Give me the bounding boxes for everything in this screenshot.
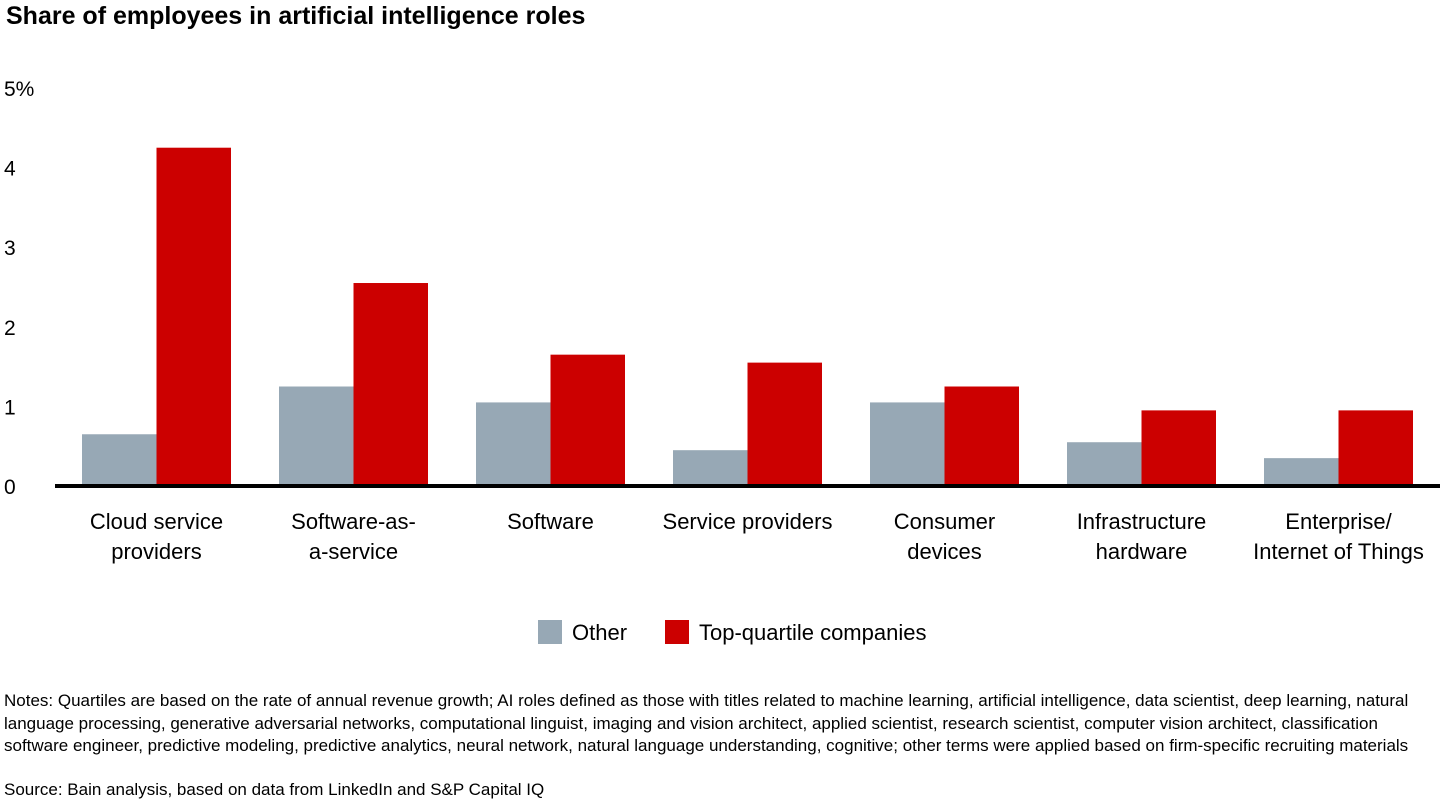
x-tick-label: Enterprise/ bbox=[1285, 509, 1392, 534]
bar-top-quartile bbox=[944, 386, 1019, 486]
bar-top-quartile bbox=[353, 283, 428, 486]
y-tick-label: 0 bbox=[4, 476, 16, 499]
y-tick-label: 3 bbox=[4, 237, 16, 260]
y-tick-label: 5% bbox=[4, 78, 34, 101]
x-tick-label: Software-as- bbox=[291, 509, 416, 534]
legend-label: Other bbox=[572, 620, 627, 645]
x-tick-label: Software bbox=[507, 509, 594, 534]
x-tick-label: Cloud service bbox=[90, 509, 223, 534]
bar-top-quartile bbox=[550, 354, 625, 486]
x-axis-line bbox=[55, 484, 1440, 488]
x-tick-label: Infrastructure bbox=[1077, 509, 1207, 534]
bar-other bbox=[1067, 442, 1142, 486]
x-tick-label: Internet of Things bbox=[1253, 539, 1424, 564]
bar-other bbox=[870, 402, 945, 486]
bar-top-quartile bbox=[1338, 410, 1413, 486]
x-tick-label: Consumer bbox=[894, 509, 995, 534]
bar-other bbox=[673, 450, 748, 486]
x-tick-label: a-service bbox=[309, 539, 398, 564]
x-tick-label: providers bbox=[111, 539, 201, 564]
bar-other bbox=[476, 402, 551, 486]
bar-top-quartile bbox=[156, 147, 231, 486]
x-tick-label: hardware bbox=[1096, 539, 1188, 564]
legend-label: Top-quartile companies bbox=[699, 620, 926, 645]
bar-other bbox=[1264, 458, 1339, 486]
bar-top-quartile bbox=[1141, 410, 1216, 486]
legend-swatch bbox=[538, 620, 562, 644]
y-tick-label: 4 bbox=[4, 158, 16, 181]
y-tick-label: 1 bbox=[4, 396, 16, 419]
chart-title: Share of employees in artificial intelli… bbox=[6, 2, 586, 30]
bar-other bbox=[279, 386, 354, 486]
legend-swatch bbox=[665, 620, 689, 644]
bar-top-quartile bbox=[747, 362, 822, 486]
bar-other bbox=[82, 434, 157, 486]
x-tick-label: Service providers bbox=[663, 509, 833, 534]
y-tick-label: 2 bbox=[4, 317, 16, 340]
bar-chart: 0 1 2 3 4 5% Cloud service providers Software-as… bbox=[4, 78, 1440, 645]
x-tick-label: devices bbox=[907, 539, 982, 564]
chart-source: Source: Bain analysis, based on data fro… bbox=[4, 780, 545, 799]
chart-notes: Notes: Quartiles are based on the rate o… bbox=[4, 691, 1409, 755]
